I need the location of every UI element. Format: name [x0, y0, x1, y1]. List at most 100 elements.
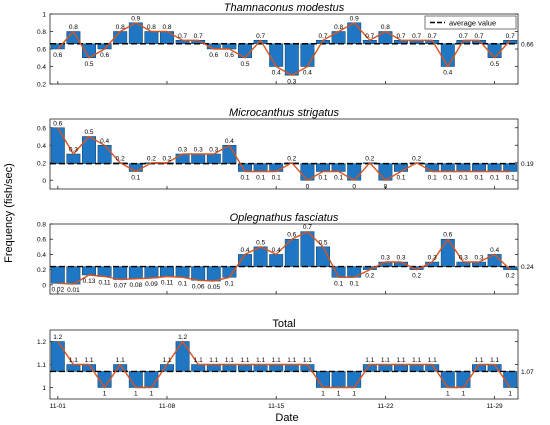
bar — [440, 163, 455, 172]
data-label: 0.7 — [506, 33, 515, 40]
data-label: 0.1 — [459, 175, 468, 182]
trend-line — [57, 22, 511, 77]
bar — [191, 266, 206, 281]
data-label: 0.8 — [147, 24, 156, 31]
panel-title: Thamnaconus modestus — [224, 2, 345, 14]
data-label: 0.6 — [100, 52, 109, 59]
data-label: 0.7 — [318, 33, 327, 40]
data-label: 0.6 — [287, 232, 296, 239]
data-label: 1 — [446, 391, 450, 398]
bar — [425, 163, 440, 172]
data-label: 1 — [352, 391, 356, 398]
bar — [503, 163, 518, 172]
data-label: 0.1 — [131, 175, 140, 182]
data-label: 0.4 — [100, 138, 109, 145]
data-label: 0.7 — [194, 33, 203, 40]
bar — [175, 266, 190, 278]
bar — [128, 163, 143, 172]
data-label: 0 — [384, 183, 388, 190]
y-tick-label: 0.8 — [37, 222, 46, 229]
bar — [206, 266, 221, 282]
legend-label: average value — [449, 19, 496, 28]
panel-4: Total 1 1.1 1.2 1.07 1.2 1.1 1.1 1 1.1 1 1 1.1 1.2 1.1… — [37, 318, 534, 410]
y-tick-label: 1 — [42, 385, 46, 392]
data-label: 0.1 — [225, 280, 234, 287]
data-label: 1.1 — [209, 357, 218, 364]
bar — [144, 31, 159, 44]
y-tick-label: 0.6 — [37, 237, 46, 244]
bar — [394, 163, 408, 172]
data-label: 0.6 — [53, 120, 62, 127]
data-label: 1.1 — [490, 357, 499, 364]
data-label: 0.2 — [287, 155, 296, 162]
data-label: 0.8 — [69, 24, 78, 31]
data-label: 0.1 — [318, 175, 327, 182]
bar — [253, 163, 268, 172]
bar — [269, 43, 284, 67]
y-tick-label: 0.2 — [37, 82, 46, 89]
data-label: 1.1 — [303, 357, 312, 364]
data-label: 0.6 — [209, 52, 218, 59]
x-tick-label: 11-08 — [159, 403, 176, 410]
data-label: 0.1 — [256, 175, 265, 182]
bar — [440, 238, 455, 267]
bar — [331, 371, 346, 388]
data-label: 0.11 — [99, 280, 112, 287]
figure-y-axis-label: Frequency (fish/sec) — [3, 163, 15, 263]
data-label: 0.3 — [381, 255, 390, 262]
bar — [269, 364, 284, 372]
data-label: 0.4 — [490, 247, 499, 254]
data-label: 1 — [134, 391, 138, 398]
bar — [144, 266, 159, 279]
data-label: 0.3 — [287, 78, 296, 85]
data-label: 0.4 — [225, 138, 234, 145]
bar — [222, 43, 237, 50]
data-label: 0.1 — [428, 175, 437, 182]
panel-3: Oplegnathus fasciatus 0 0.2 0.4 0.6 0.8 0.24 0.… — [37, 212, 534, 295]
data-label: 0.4 — [272, 70, 281, 77]
data-label: 0.7 — [303, 224, 312, 231]
y-tick-label: 0.6 — [37, 47, 46, 54]
data-label: 1.2 — [53, 334, 62, 341]
data-label: 1.1 — [225, 357, 234, 364]
y-tick-label: 1.1 — [37, 362, 46, 369]
data-label: 0.05 — [207, 284, 220, 291]
bar — [97, 266, 112, 277]
panel-1: Thamnaconus modestus 0.2 0.4 0.6 0.8 1 0.66 0.6… — [37, 2, 534, 89]
data-label: 0.6 — [53, 52, 62, 59]
data-label: 1 — [150, 391, 154, 398]
data-label: 0.7 — [428, 33, 437, 40]
panel-frame — [49, 118, 519, 190]
bar — [269, 254, 284, 267]
bar — [82, 136, 96, 164]
y-tick-label: 0.4 — [37, 252, 46, 259]
bar — [160, 31, 174, 44]
bar — [175, 153, 190, 164]
data-label: 0.1 — [350, 280, 359, 287]
bar — [66, 364, 81, 372]
data-label: 0.5 — [84, 61, 93, 68]
data-label: 1 — [462, 391, 466, 398]
data-label: 0.2 — [116, 155, 125, 162]
y-tick-label: 1 — [42, 12, 46, 19]
data-label: 0.6 — [225, 52, 234, 59]
legend-box — [424, 15, 517, 30]
bar — [331, 163, 346, 172]
data-label: 1 — [508, 391, 512, 398]
data-label: 0.6 — [443, 232, 452, 239]
data-label: 0.5 — [84, 129, 93, 136]
data-label: 0.7 — [178, 33, 187, 40]
data-label: 1.1 — [240, 357, 249, 364]
data-label: 0.8 — [381, 24, 390, 31]
x-tick-label: 11-22 — [377, 403, 394, 410]
figure-x-axis-label: Date — [275, 412, 298, 424]
y-tick-label: 0.8 — [37, 29, 46, 36]
data-label: 0.5 — [490, 61, 499, 68]
bar — [440, 43, 455, 67]
data-label: 1.1 — [396, 357, 405, 364]
data-label: 0.7 — [396, 33, 405, 40]
average-value-label: 0.66 — [521, 41, 534, 48]
data-label: 1 — [103, 391, 107, 398]
data-label: 0.1 — [240, 175, 249, 182]
